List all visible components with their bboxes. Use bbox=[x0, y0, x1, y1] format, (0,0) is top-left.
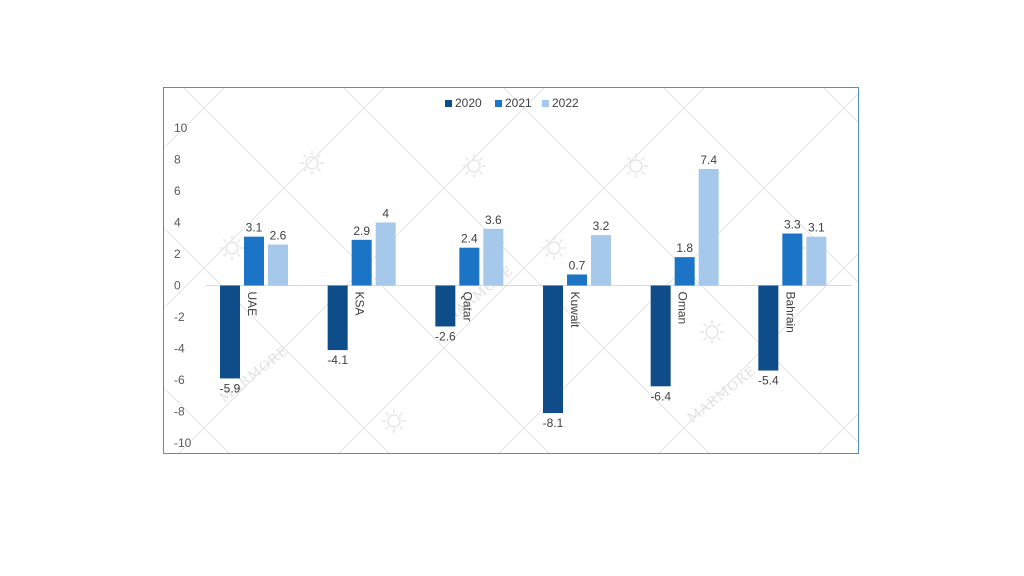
bar-Bahrain-2020 bbox=[758, 285, 779, 371]
bar-UAE-2020 bbox=[220, 285, 240, 379]
y-tick-label: 2 bbox=[174, 247, 181, 261]
bar-Oman-2022 bbox=[698, 168, 719, 286]
bar-Bahrain-2022 bbox=[806, 236, 827, 286]
watermark-sun-icon bbox=[220, 236, 244, 260]
watermark-sun-icon bbox=[700, 320, 724, 344]
watermark-line bbox=[658, 253, 858, 453]
legend-swatch-2020 bbox=[445, 100, 452, 107]
data-label-Qatar-2022: 3.6 bbox=[485, 213, 502, 227]
bar-Kuwait-2021 bbox=[567, 274, 587, 286]
data-label-KSA-2021: 2.9 bbox=[353, 224, 370, 238]
y-tick-label: -2 bbox=[174, 310, 185, 324]
bar-Kuwait-2020 bbox=[543, 285, 563, 414]
watermark-sun-icon bbox=[542, 236, 566, 260]
data-label-Oman-2022: 7.4 bbox=[700, 153, 717, 167]
category-label-Kuwait: Kuwait bbox=[568, 292, 582, 329]
data-label-Kuwait-2020: -8.1 bbox=[543, 416, 564, 430]
chart-frame: MARMORE MARMORE MARMORE 2020 2021 2022 10 8 6 4 2 0… bbox=[163, 87, 859, 454]
data-label-Bahrain-2021: 3.3 bbox=[784, 218, 801, 232]
watermark-sun-icon bbox=[300, 151, 324, 175]
watermark-sun-icon bbox=[462, 154, 486, 178]
y-tick-label: 4 bbox=[174, 216, 181, 230]
category-label-UAE: UAE bbox=[245, 292, 259, 317]
category-label-KSA: KSA bbox=[353, 292, 367, 316]
data-label-UAE-2022: 2.6 bbox=[270, 229, 287, 243]
legend: 2020 2021 2022 bbox=[445, 96, 579, 110]
bar-KSA-2022 bbox=[375, 222, 396, 286]
y-tick-label: -8 bbox=[174, 405, 185, 419]
data-label-Bahrain-2022: 3.1 bbox=[808, 221, 825, 235]
bar-Qatar-2020 bbox=[435, 285, 456, 327]
data-label-KSA-2022: 4 bbox=[382, 207, 389, 221]
data-label-Qatar-2021: 2.4 bbox=[461, 232, 478, 246]
watermark-sun-icon bbox=[382, 409, 406, 433]
bar-Oman-2020 bbox=[650, 285, 671, 387]
bar-UAE-2022 bbox=[268, 244, 288, 286]
bar-UAE-2021 bbox=[244, 236, 264, 286]
category-label-Oman: Oman bbox=[676, 292, 690, 325]
data-label-UAE-2020: -5.9 bbox=[220, 381, 241, 395]
bar-KSA-2021 bbox=[351, 239, 372, 286]
y-tick-label: 0 bbox=[174, 279, 181, 293]
legend-label-2020: 2020 bbox=[455, 96, 482, 110]
legend-swatch-2022 bbox=[542, 100, 549, 107]
legend-label-2021: 2021 bbox=[505, 96, 532, 110]
watermark-line bbox=[164, 387, 230, 453]
category-label-Qatar: Qatar bbox=[460, 292, 474, 322]
data-label-KSA-2020: -4.1 bbox=[327, 353, 348, 367]
watermark-text: MARMORE bbox=[685, 363, 759, 426]
data-label-UAE-2021: 3.1 bbox=[246, 221, 263, 235]
y-tick-label: -4 bbox=[174, 342, 185, 356]
data-label-Kuwait-2021: 0.7 bbox=[569, 258, 586, 272]
data-label-Oman-2021: 1.8 bbox=[676, 241, 693, 255]
bar-Qatar-2021 bbox=[459, 247, 480, 286]
y-tick-label: -10 bbox=[174, 436, 192, 450]
data-label-Qatar-2020: -2.6 bbox=[435, 329, 456, 343]
legend-swatch-2021 bbox=[495, 100, 502, 107]
bar-Bahrain-2021 bbox=[782, 233, 803, 286]
watermark-line bbox=[338, 88, 705, 453]
category-label-Bahrain: Bahrain bbox=[783, 292, 797, 333]
bar-Kuwait-2022 bbox=[591, 235, 611, 286]
y-tick-label: 6 bbox=[174, 184, 181, 198]
watermark-line bbox=[164, 88, 385, 309]
watermark-line bbox=[164, 88, 225, 149]
data-label-Kuwait-2022: 3.2 bbox=[593, 219, 610, 233]
bar-Qatar-2022 bbox=[483, 228, 504, 286]
bar-Oman-2021 bbox=[674, 257, 695, 286]
y-tick-label: -6 bbox=[174, 373, 185, 387]
data-label-Oman-2020: -6.4 bbox=[650, 389, 671, 403]
y-tick-label: 8 bbox=[174, 153, 181, 167]
watermark-sun-icon bbox=[624, 154, 648, 178]
bar-KSA-2020 bbox=[327, 285, 348, 351]
data-label-Bahrain-2020: -5.4 bbox=[758, 374, 779, 388]
legend-label-2022: 2022 bbox=[552, 96, 579, 110]
y-tick-label: 10 bbox=[174, 121, 188, 135]
